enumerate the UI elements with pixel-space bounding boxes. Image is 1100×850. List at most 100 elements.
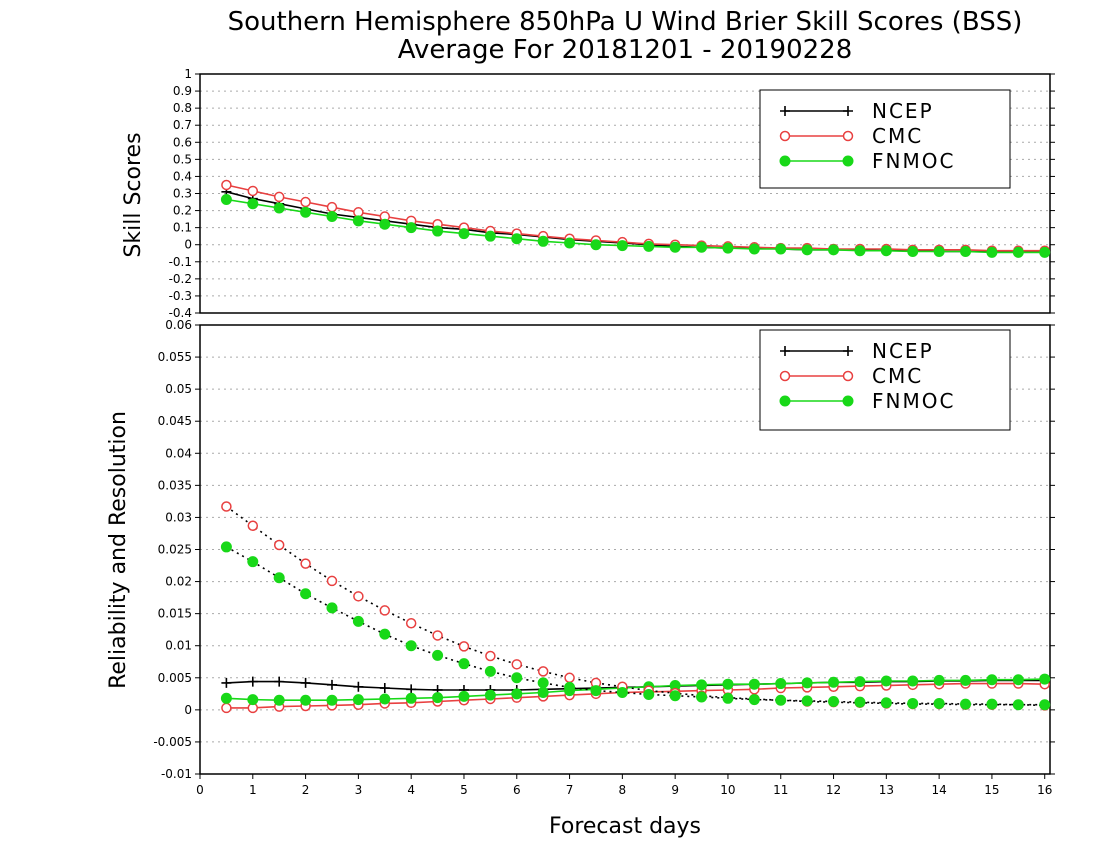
top-point-cmc bbox=[273, 191, 285, 203]
top-point-fnmoc bbox=[801, 244, 813, 256]
top-point-fnmoc bbox=[1039, 246, 1051, 258]
bottom-point-fnmoc bbox=[379, 693, 391, 705]
bottom-y-tick-label: 0.035 bbox=[158, 478, 192, 492]
bottom-point-fnmoc-dotted bbox=[590, 685, 602, 697]
top-y-tick-label: 0.7 bbox=[173, 118, 192, 132]
top-point-fnmoc bbox=[220, 193, 232, 205]
bottom-point-fnmoc bbox=[537, 687, 549, 699]
top-point-fnmoc bbox=[537, 235, 549, 247]
bottom-point-fnmoc bbox=[300, 694, 312, 706]
bottom-point-fnmoc-dotted bbox=[643, 688, 655, 700]
top-y-tick-label: 0.9 bbox=[173, 84, 192, 98]
top-point-fnmoc bbox=[564, 237, 576, 249]
bottom-point-ncep bbox=[406, 684, 417, 695]
bottom-point-ncep bbox=[247, 676, 258, 687]
bottom-x-tick-label: 14 bbox=[931, 783, 946, 797]
top-point-fnmoc bbox=[432, 225, 444, 237]
top-point-fnmoc bbox=[669, 241, 681, 253]
top-legend-label-cmc: CMC bbox=[872, 124, 923, 148]
top-plot-frame bbox=[199, 73, 1051, 314]
bottom-x-tick-label: 11 bbox=[773, 783, 788, 797]
bottom-y-tick-label: 0.025 bbox=[158, 543, 192, 557]
bottom-legend-marker-cmc bbox=[842, 370, 854, 382]
bottom-point-fnmoc bbox=[220, 692, 232, 704]
top-point-fnmoc bbox=[880, 245, 892, 257]
bottom-point-cmc-dotted bbox=[432, 630, 443, 641]
bottom-y-tick-label: 0.06 bbox=[165, 318, 192, 332]
bottom-point-ncep bbox=[274, 676, 285, 687]
top-y-axis-label: Skill Scores bbox=[121, 132, 146, 257]
bottom-y-tick-label: 0.045 bbox=[158, 414, 192, 428]
top-point-cmc bbox=[326, 201, 338, 213]
bottom-x-tick-label: 2 bbox=[302, 783, 310, 797]
bottom-y-tick-label: 0.005 bbox=[158, 671, 192, 685]
bottom-point-fnmoc-dotted bbox=[696, 691, 708, 703]
bottom-point-fnmoc-dotted bbox=[273, 572, 285, 584]
bottom-point-fnmoc bbox=[247, 694, 259, 706]
top-point-fnmoc bbox=[484, 230, 496, 242]
top-legend-marker-fnmoc bbox=[779, 155, 791, 167]
bottom-point-cmc-dotted bbox=[273, 539, 285, 551]
bottom-x-tick-label: 12 bbox=[826, 783, 841, 797]
bottom-plot-frame bbox=[199, 324, 1051, 775]
bottom-point-fnmoc-dotted bbox=[748, 694, 760, 706]
top-point-fnmoc bbox=[352, 215, 364, 227]
bottom-point-fnmoc-dotted bbox=[458, 658, 470, 670]
top-y-tick-label: -0.4 bbox=[169, 306, 192, 320]
bottom-point-ncep bbox=[379, 683, 390, 694]
skill-scores-panel: -0.4 -0.3 -0.2 -0.1 0 0.1 0.2 0.3 0.4 0.5 0.6 0.7 0.… bbox=[169, 67, 1055, 320]
bottom-point-fnmoc bbox=[722, 678, 734, 690]
bottom-point-fnmoc-dotted bbox=[616, 687, 628, 699]
top-y-tick-label: 0.6 bbox=[173, 135, 192, 149]
bottom-point-fnmoc-dotted bbox=[537, 677, 549, 689]
bottom-x-tick-label: 13 bbox=[879, 783, 894, 797]
bottom-y-tick-label: 0.05 bbox=[165, 382, 192, 396]
bottom-y-tick-label: 0 bbox=[184, 703, 192, 717]
top-point-fnmoc bbox=[828, 244, 840, 256]
bottom-point-fnmoc bbox=[933, 674, 945, 686]
bottom-point-fnmoc-dotted bbox=[1039, 699, 1051, 711]
bottom-y-tick-label: -0.01 bbox=[161, 767, 192, 781]
top-y-tick-label: 0 bbox=[184, 238, 192, 252]
bottom-point-cmc-dotted bbox=[458, 641, 470, 652]
bottom-y-axis-label: Reliability and Resolution bbox=[106, 411, 131, 689]
bottom-point-fnmoc bbox=[1012, 674, 1024, 686]
top-point-fnmoc bbox=[986, 246, 998, 258]
bottom-point-cmc-dotted bbox=[511, 659, 523, 670]
top-y-tick-label: 0.1 bbox=[173, 221, 192, 235]
bottom-point-fnmoc bbox=[960, 674, 972, 686]
bottom-legend-label-cmc: CMC bbox=[872, 364, 923, 388]
bottom-point-fnmoc bbox=[775, 678, 787, 690]
chart-title-line2: Average For 20181201 - 20190228 bbox=[398, 35, 853, 65]
bottom-x-tick-label: 6 bbox=[513, 783, 521, 797]
bottom-legend-label-fnmoc: FNMOC bbox=[872, 389, 955, 413]
bottom-x-tick-label: 16 bbox=[1037, 783, 1052, 797]
top-point-cmc bbox=[221, 179, 232, 191]
bottom-point-fnmoc bbox=[352, 694, 364, 706]
bottom-point-fnmoc bbox=[458, 690, 470, 702]
bottom-x-tick-label: 0 bbox=[196, 783, 204, 797]
bottom-point-cmc-dotted bbox=[300, 558, 311, 569]
bottom-series-fnmoc bbox=[226, 678, 1045, 702]
bottom-legend-box bbox=[759, 329, 1011, 431]
bottom-point-fnmoc-dotted bbox=[405, 640, 417, 652]
bottom-x-tick-label: 9 bbox=[671, 783, 679, 797]
bottom-point-fnmoc-dotted bbox=[880, 697, 892, 709]
bottom-point-fnmoc bbox=[484, 689, 496, 701]
top-point-fnmoc bbox=[379, 218, 391, 230]
bottom-y-tick-label: 0.01 bbox=[165, 639, 192, 653]
bottom-point-fnmoc-dotted bbox=[220, 541, 232, 553]
bottom-point-cmc-dotted bbox=[537, 666, 549, 677]
top-y-tick-label: -0.3 bbox=[169, 289, 192, 303]
bottom-legend-marker-fnmoc bbox=[779, 395, 791, 407]
bottom-point-fnmoc-dotted bbox=[907, 697, 919, 709]
top-legend-box bbox=[759, 89, 1011, 189]
bottom-legend-marker-ncep bbox=[780, 346, 790, 356]
top-point-cmc bbox=[247, 185, 259, 197]
bottom-point-fnmoc-dotted bbox=[432, 649, 444, 661]
bottom-point-fnmoc-dotted bbox=[854, 696, 866, 708]
bottom-legend-marker-fnmoc bbox=[842, 395, 854, 407]
bottom-point-fnmoc-dotted bbox=[352, 615, 364, 627]
bottom-point-fnmoc-dotted bbox=[247, 556, 259, 568]
bottom-point-fnmoc-dotted bbox=[379, 628, 391, 640]
